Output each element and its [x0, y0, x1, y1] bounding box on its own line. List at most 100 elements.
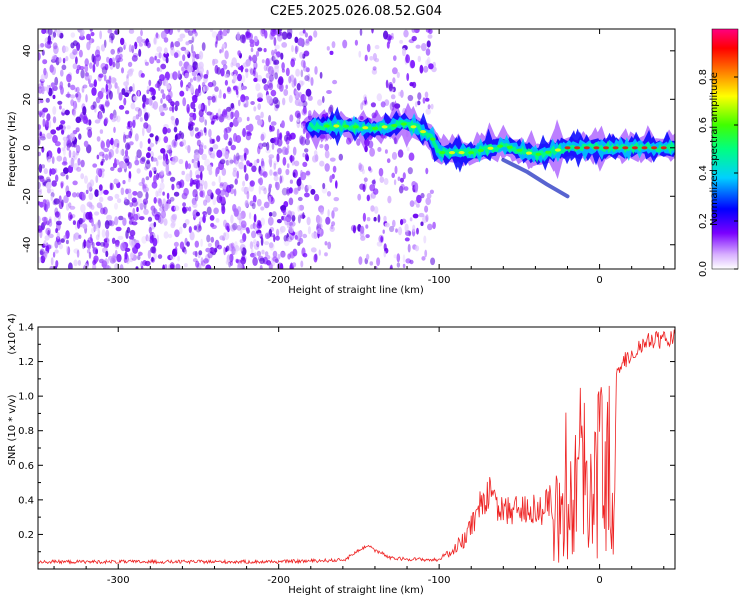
noise-blob [81, 86, 85, 93]
spectrogram-xtick-label: 0 [596, 275, 602, 286]
noise-blob [117, 86, 120, 95]
noise-blob [118, 215, 124, 221]
noise-blob [250, 224, 254, 230]
noise-blob [204, 104, 207, 114]
noise-blob [160, 89, 165, 94]
noise-blob [134, 159, 140, 166]
noise-blob [96, 168, 101, 176]
noise-blob [271, 49, 275, 57]
noise-blob [111, 237, 116, 244]
noise-blob [73, 163, 79, 171]
noise-blob [224, 50, 229, 60]
noise-blob [65, 93, 72, 98]
noise-blob [281, 120, 285, 129]
noise-blob [184, 218, 190, 225]
noise-blob [260, 206, 265, 211]
noise-blob [224, 151, 229, 160]
noise-blob [187, 145, 191, 154]
noise-blob [211, 224, 217, 229]
snr-ytick-label: 0.4 [18, 495, 34, 506]
noise-blob [90, 31, 95, 37]
noise-blob [143, 106, 147, 114]
snr-panel: -300 -200 -100 0 0.2 0.4 0.6 0.8 1.0 1.2 1.4 Heigh… [7, 313, 676, 596]
noise-blob [293, 160, 300, 167]
noise-blob [103, 265, 106, 269]
signal-peak [497, 144, 504, 148]
spectrogram-ylabel: Frequency (Hz) [7, 111, 18, 187]
noise-blob [233, 208, 239, 217]
noise-blob [322, 95, 325, 104]
noise-blob [73, 110, 76, 117]
noise-blob [42, 251, 47, 260]
noise-blob [57, 147, 61, 154]
noise-blob [362, 99, 368, 106]
noise-blob [42, 107, 49, 113]
noise-blob [291, 214, 296, 222]
noise-blob [131, 197, 137, 203]
noise-blob [303, 50, 310, 57]
noise-blob [269, 169, 273, 176]
noise-blob [190, 50, 196, 60]
noise-blob [60, 120, 66, 125]
noise-blob [208, 128, 212, 138]
noise-blob [227, 141, 232, 146]
noise-blob [255, 50, 260, 57]
noise-blob [276, 147, 283, 154]
noise-blob [144, 166, 149, 171]
noise-blob [38, 175, 44, 180]
noise-blob [374, 206, 379, 214]
noise-blob [86, 144, 92, 154]
noise-blob [376, 241, 383, 247]
noise-blob [197, 160, 200, 168]
noise-blob [41, 80, 44, 86]
noise-blob [245, 186, 250, 194]
noise-blob [135, 266, 139, 269]
noise-blob [123, 134, 127, 143]
noise-blob [89, 83, 94, 88]
signal-peak [545, 150, 552, 154]
noise-blob [93, 224, 100, 231]
noise-blob [414, 199, 417, 205]
noise-blob [430, 257, 436, 266]
noise-blob [408, 230, 412, 237]
noise-blob [57, 239, 62, 246]
noise-blob [44, 70, 49, 80]
noise-blob [121, 67, 124, 74]
noise-blob [96, 202, 103, 209]
noise-blob [364, 54, 368, 62]
noise-blob [295, 45, 300, 53]
noise-blob [117, 47, 120, 55]
signal-peak [564, 146, 571, 150]
noise-blob [135, 114, 140, 120]
noise-blob [177, 70, 181, 78]
noise-blob [191, 44, 194, 54]
noise-blob [78, 66, 85, 70]
noise-blob [255, 115, 261, 121]
noise-blob [319, 160, 325, 167]
noise-blob [113, 178, 119, 184]
noise-blob [118, 92, 123, 101]
noise-blob [210, 236, 215, 243]
noise-blob [48, 218, 52, 223]
noise-blob [138, 48, 142, 57]
noise-blob [430, 103, 434, 110]
noise-blob [166, 144, 172, 149]
noise-blob [62, 136, 68, 142]
noise-blob [265, 65, 271, 72]
noise-blob [192, 112, 197, 121]
noise-blob [196, 75, 201, 83]
noise-blob [54, 249, 59, 254]
noise-blob [417, 55, 421, 63]
noise-blob [78, 49, 83, 58]
noise-blob [94, 211, 100, 216]
noise-blob [298, 91, 302, 98]
noise-blob [279, 225, 286, 233]
noise-blob [252, 201, 256, 207]
noise-blob [124, 149, 129, 157]
noise-blob [222, 43, 226, 49]
noise-blob [366, 194, 370, 202]
noise-blob [228, 261, 232, 268]
noise-blob [365, 224, 369, 229]
noise-blob [409, 200, 415, 208]
signal-peak [526, 151, 532, 155]
